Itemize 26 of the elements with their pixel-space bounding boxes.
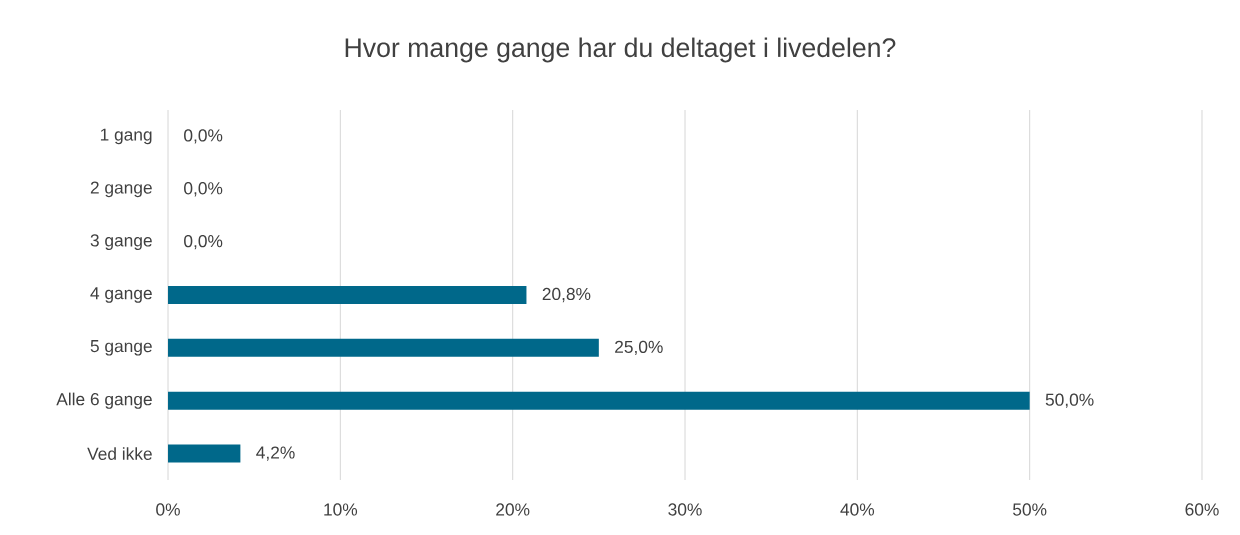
bar [168, 444, 241, 463]
x-tick-label: 50% [1013, 503, 1047, 516]
bar [168, 286, 527, 304]
data-label: 50,0% [1045, 393, 1094, 408]
y-tick-label: 4 gange [90, 287, 152, 303]
bar [168, 391, 1030, 410]
x-tick-label: 10% [324, 503, 358, 516]
x-tick-label: 20% [496, 503, 530, 516]
y-tick-label: 1 gang [100, 128, 152, 145]
y-tick-label: Ved ikke [87, 447, 152, 460]
data-label: 0,0% [184, 234, 223, 250]
data-label: 0,0% [184, 182, 223, 197]
y-tick-label: Alle 6 gange [56, 392, 152, 409]
y-tick-label: 2 gange [90, 181, 152, 198]
data-label: 20,8% [542, 287, 591, 303]
x-tick-label: 40% [840, 503, 875, 516]
data-label: 0,0% [184, 129, 223, 144]
x-tick-label: 60% [1185, 503, 1219, 516]
bar [168, 338, 599, 357]
y-tick-label: 3 gange [90, 234, 152, 250]
data-label: 4,2% [256, 446, 295, 461]
x-tick-label: 30% [668, 503, 702, 516]
chart-title: Hvor mange gange har du deltaget i livedelen? [345, 37, 896, 63]
data-label: 25,0% [615, 340, 663, 356]
x-tick-label: 0% [156, 503, 180, 516]
y-tick-label: 5 gange [90, 340, 152, 356]
